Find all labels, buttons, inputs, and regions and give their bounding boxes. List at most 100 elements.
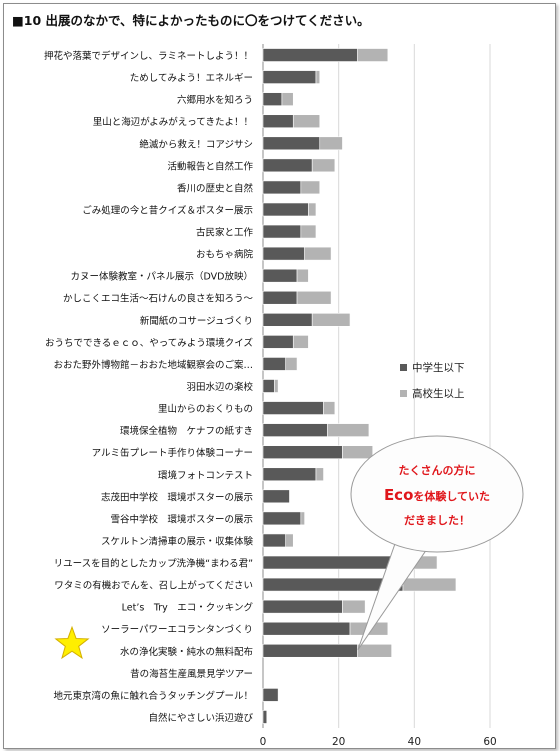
category-label: かしこくエコ生活～石けんの良さを知ろう～ — [63, 293, 254, 305]
category-label: 環境保全植物 ケナフの紙すき — [120, 425, 253, 437]
bar-segment — [262, 246, 305, 261]
bar-segment — [262, 445, 343, 459]
bar-segment — [262, 92, 283, 106]
bar-segment — [262, 335, 294, 349]
category-label: Let’s Try エコ・クッキング — [122, 602, 254, 614]
x-tick-label: 0 — [260, 736, 267, 748]
callout-line1: たくさんの方に — [398, 464, 476, 477]
legend-label-series2: 高校生以上 — [412, 387, 465, 400]
category-label: おもちゃ病院 — [196, 249, 254, 261]
bar-segment — [262, 268, 298, 283]
bar-segment — [285, 533, 294, 548]
category-label: 水の浄化実験・純水の無料配布 — [120, 646, 253, 658]
bar-segment — [285, 357, 298, 371]
bar-segment — [327, 423, 370, 437]
bar-segment — [292, 335, 309, 349]
bar-segment — [262, 643, 358, 658]
bar-segment — [296, 290, 332, 305]
bar-segment — [300, 511, 305, 526]
callout-eco: Eco — [383, 486, 414, 504]
category-label: 地元東京湾の魚に触れ合うタッチングプール！ — [53, 690, 253, 702]
callout-seam — [398, 534, 428, 546]
category-label: 香川の歴史と自然 — [177, 182, 254, 194]
category-label: 志茂田中学校 環境ポスターの展示 — [101, 491, 253, 503]
bar-segment — [262, 423, 328, 437]
category-label: 絶滅から救え！コアジサシ — [139, 138, 253, 150]
bar-segment — [296, 268, 309, 283]
legend-swatch-series1 — [400, 363, 407, 371]
bar-segment — [342, 445, 374, 459]
legend-item-series1: 中学生以下 — [400, 354, 465, 380]
category-label: カヌー体験教室・パネル展示（DVD放映） — [71, 271, 253, 283]
bar-segment — [262, 180, 302, 195]
bar-segment — [262, 511, 302, 526]
chart-title: ■10 出展のなかで、特によかったものに〇をつけてください。 — [12, 13, 370, 28]
bar-segment — [357, 48, 389, 62]
category-label: 自然にやさしい浜辺遊び — [148, 712, 253, 724]
bar-segment — [262, 290, 298, 305]
bar-segment — [300, 224, 317, 239]
bar-segment — [315, 467, 324, 482]
bar-segment — [262, 357, 287, 371]
category-label: アルミ缶プレート手作り体験コーナー — [92, 447, 253, 459]
bar-segment — [262, 688, 279, 702]
category-label: 古民家と工作 — [196, 227, 254, 239]
bar-segment — [262, 224, 302, 239]
category-label: 里山からのおくりもの — [158, 404, 253, 415]
bar-segment — [262, 467, 317, 482]
x-tick-label: 20 — [332, 736, 345, 748]
bar-segment — [342, 599, 366, 614]
callout-line2: Ecoを体験していた — [372, 483, 502, 509]
category-label: 六郷用水を知ろう — [177, 94, 253, 106]
bar-segment — [262, 379, 275, 393]
category-label: 昔の海苔生産風景見学ツアー — [130, 668, 253, 680]
bar-segment — [323, 401, 336, 415]
bar-segment — [262, 621, 351, 636]
bar-segment — [311, 313, 351, 327]
bar-segment — [308, 202, 317, 217]
bar-segment — [262, 710, 268, 724]
bar-segment — [304, 246, 332, 261]
bar-segment — [402, 577, 457, 592]
bar-segment — [300, 180, 321, 195]
bar-segment — [274, 379, 279, 393]
category-label: 里山と海辺がよみがえってきたよ！！ — [93, 116, 253, 128]
x-tick-label: 60 — [483, 736, 496, 748]
category-label: 雪谷中学校 環境ポスターの展示 — [110, 513, 253, 525]
bar-segment — [281, 92, 294, 106]
category-label: おうちでできるｅｃｏ、やってみよう環境クイズ — [45, 337, 254, 349]
category-label: 活動報告と自然工作 — [167, 160, 253, 172]
bar-segment — [262, 533, 287, 548]
callout-tail — [357, 537, 430, 650]
category-label: リユースを目的としたカップ洗浄機“まわる君” — [54, 558, 253, 570]
callout-bubble — [350, 435, 524, 553]
callout-line2-rest: を体験していた — [413, 490, 491, 503]
category-label: 羽田水辺の楽校 — [186, 381, 253, 393]
x-tick-label: 40 — [408, 736, 421, 748]
category-label: おおた野外博物館－おおた地域観察会のご案… — [53, 359, 253, 371]
category-label: ソーラーパワーエコランタンづくり — [101, 625, 253, 636]
category-label: 新聞紙のコサージュづくり — [140, 315, 253, 327]
category-label: 環境フォトコンテスト — [158, 469, 253, 481]
callout-text: たくさんの方に Ecoを体験していた だきました！ — [372, 459, 502, 533]
bar-segment — [262, 401, 324, 415]
category-label: ごみ処理の今と昔クイズ＆ポスター展示 — [82, 204, 253, 216]
bar-segment — [292, 114, 321, 129]
bar-segment — [262, 489, 290, 504]
category-label: 押花や落葉でデザインし、ラミネートしよう！！ — [44, 50, 253, 62]
bar-segment — [357, 643, 392, 658]
star-icon — [54, 625, 90, 660]
legend-item-series2: 高校生以上 — [400, 380, 465, 406]
bar-segment — [262, 136, 321, 151]
category-label: スケルトン清掃車の展示・収集体験 — [101, 535, 254, 547]
bar-segment — [311, 158, 336, 173]
bar-segment — [262, 555, 404, 570]
bar-segment — [262, 48, 358, 62]
bar-segment — [262, 70, 317, 84]
category-label: ワタミの有機おでんを、召し上がってください — [54, 580, 253, 592]
bar-segment — [262, 202, 309, 217]
legend-swatch-series2 — [400, 389, 407, 397]
bar-segment — [262, 158, 313, 173]
category-label: ためしてみよう！エネルギー — [130, 73, 253, 84]
